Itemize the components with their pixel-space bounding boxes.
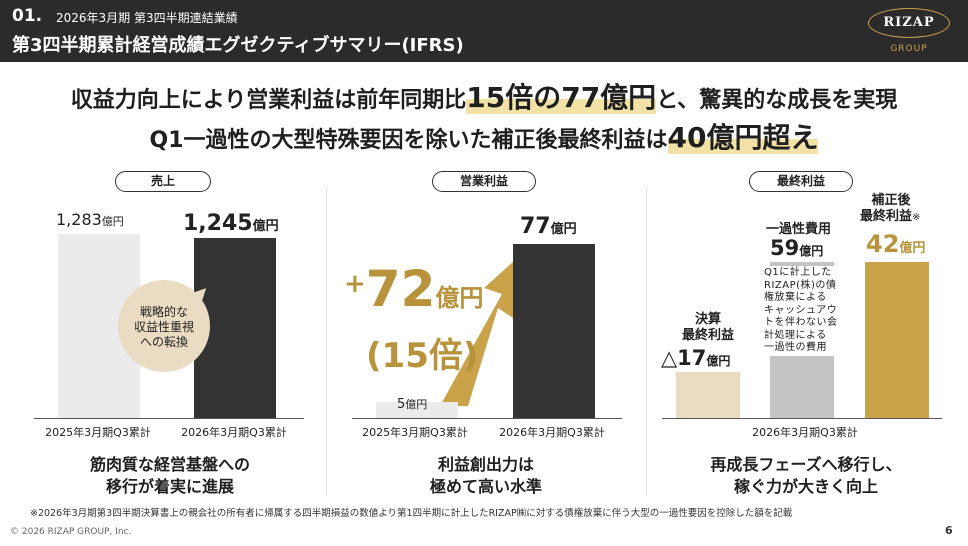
- final-label-line: 最終利益: [681, 328, 734, 343]
- adjusted-value: 42: [866, 230, 900, 258]
- summary-line: 筋肉質な経営基盤への: [89, 455, 250, 474]
- net-baseline: [662, 418, 942, 419]
- revenue-x-curr: 2026年3月期Q3累計: [181, 426, 287, 439]
- panel-divider: [646, 186, 647, 496]
- summary-line: 再成長フェーズへ移行し、: [710, 455, 902, 474]
- note-line: 一過性の費用: [764, 342, 827, 353]
- page-number: 6: [945, 524, 953, 537]
- revenue-prev-label: 1,283億円: [56, 210, 124, 229]
- headline-operating: 収益力向上により営業利益は前年同期比15倍の77億円と、驚異的な成長を実現: [0, 76, 968, 116]
- revenue-prev-unit: 億円: [101, 215, 124, 228]
- net-pill: 最終利益: [749, 171, 853, 192]
- summary-line: 極めて高い水準: [429, 477, 542, 496]
- net-bar-adjusted: [865, 262, 929, 418]
- net-x-label: 2026年3月期Q3累計: [752, 426, 858, 439]
- operating-pill: 営業利益: [432, 171, 536, 192]
- adjusted-label-line: 補正後: [871, 193, 911, 208]
- panel-divider: [326, 186, 327, 496]
- net-summary: 再成長フェーズへ移行し、 稼ぐ力が大きく向上: [666, 454, 946, 498]
- page-title: 第3四半期累計経営成績エグゼクティブサマリー(IFRS): [12, 35, 464, 56]
- note-line: トを伴わない会: [764, 317, 838, 328]
- summary-line: 稼ぐ力が大きく向上: [733, 477, 878, 496]
- onetime-value: 59: [770, 236, 800, 260]
- revenue-pill: 売上: [115, 171, 211, 192]
- operating-curr-label: 77億円: [520, 214, 577, 239]
- net-final-unit: 億円: [706, 354, 731, 368]
- headline1-pre: 収益力向上により営業利益は前年同期比: [70, 88, 467, 113]
- adjusted-label: 補正後 最終利益※: [860, 193, 922, 226]
- revenue-prev-value: 1,283: [56, 210, 102, 229]
- delta-value: 72: [365, 260, 436, 318]
- net-bar-final: [676, 372, 740, 418]
- section-subtitle: 2026年3月期 第3四半期連結業績: [56, 11, 238, 25]
- net-final-label: 決算 最終利益: [672, 312, 744, 344]
- growth-arrow-icon: [440, 252, 524, 406]
- logo-ring-icon: [868, 8, 950, 38]
- revenue-x-prev: 2025年3月期Q3累計: [45, 426, 151, 439]
- onetime-label: 一過性費用: [766, 222, 832, 237]
- revenue-summary: 筋肉質な経営基盤への 移行が着実に進展: [40, 454, 300, 498]
- final-label-line: 決算: [694, 312, 721, 327]
- note-line: 計処理による: [764, 329, 827, 341]
- adjusted-mark: ※: [912, 212, 921, 223]
- summary-line: 利益創出力は: [437, 455, 534, 474]
- net-final-value: △17: [661, 346, 707, 370]
- operating-curr-value: 77: [520, 214, 551, 239]
- onetime-unit: 億円: [799, 244, 824, 258]
- delta-unit: 億円: [435, 284, 484, 312]
- headline2-pre: Q1一過性の大型特殊要因を除いた補正後最終利益は: [149, 128, 668, 153]
- revenue-curr-label: 1,245億円: [183, 211, 279, 236]
- net-final-value-label: △17億円: [661, 346, 730, 370]
- logo-group-text: GROUP: [890, 44, 928, 54]
- revenue-baseline: [34, 418, 304, 419]
- bubble-line: 収益性重視: [133, 320, 194, 334]
- adjusted-label-line: 最終利益: [860, 209, 913, 224]
- operating-prev-label: 5億円: [397, 396, 427, 412]
- operating-curr-unit: 億円: [550, 222, 577, 237]
- operating-x-prev: 2025年3月期Q3累計: [362, 426, 468, 439]
- strategy-bubble-text: 戦略的な 収益性重視 への転換: [118, 305, 210, 350]
- operating-prev-unit: 億円: [405, 398, 428, 411]
- bubble-line: 戦略的な: [139, 305, 188, 319]
- note-line: Q1に計上した: [764, 267, 832, 278]
- header-bar: 01. 2026年3月期 第3四半期連結業績 第3四半期累計経営成績エグゼクティ…: [0, 0, 968, 62]
- headline1-highlight: 15倍の77億円: [466, 81, 657, 114]
- logo-text: RIZAP: [883, 15, 935, 30]
- operating-bar-prev: [376, 402, 458, 418]
- operating-bar-curr: [513, 244, 595, 418]
- adjusted-value-label: 42億円: [866, 230, 925, 258]
- note-line: RIZAP(株)の債: [764, 279, 837, 291]
- adjusted-unit: 億円: [899, 241, 926, 256]
- operating-prev-value: 5: [397, 397, 406, 412]
- note-line: キャッシュアウ: [764, 304, 838, 316]
- rizap-logo: RIZAP GROUP: [864, 4, 960, 58]
- onetime-value-label: 59億円: [770, 236, 823, 260]
- operating-x-curr: 2026年3月期Q3累計: [499, 426, 605, 439]
- onetime-note: Q1に計上した RIZAP(株)の債 権放棄による キャッシュアウ トを伴わない…: [762, 266, 846, 356]
- summary-line: 移行が着実に進展: [105, 477, 234, 496]
- delta-sign: +: [344, 269, 366, 299]
- revenue-curr-value: 1,245: [183, 211, 253, 236]
- revenue-curr-unit: 億円: [252, 219, 279, 234]
- strategy-bubble: [118, 280, 210, 372]
- operating-baseline: [352, 418, 622, 419]
- copyright: © 2026 RIZAP GROUP, Inc.: [10, 527, 132, 537]
- headline1-post: と、驚異的な成長を実現: [656, 88, 898, 113]
- headline-net: Q1一過性の大型特殊要因を除いた補正後最終利益は40億円超え: [0, 116, 968, 156]
- note-line: 権放棄による: [764, 292, 827, 303]
- headline2-highlight: 40億円超え: [667, 121, 819, 154]
- section-number: 01.: [12, 6, 43, 26]
- operating-delta: +72億円: [344, 256, 483, 326]
- operating-summary: 利益創出力は 極めて高い水準: [356, 454, 616, 498]
- operating-ratio: (15倍): [366, 336, 479, 376]
- footnote: ※2026年3月期第3四半期決算書上の親会社の所有者に帰属する四半期損益の数値よ…: [30, 508, 793, 519]
- bubble-line: への転換: [139, 335, 188, 349]
